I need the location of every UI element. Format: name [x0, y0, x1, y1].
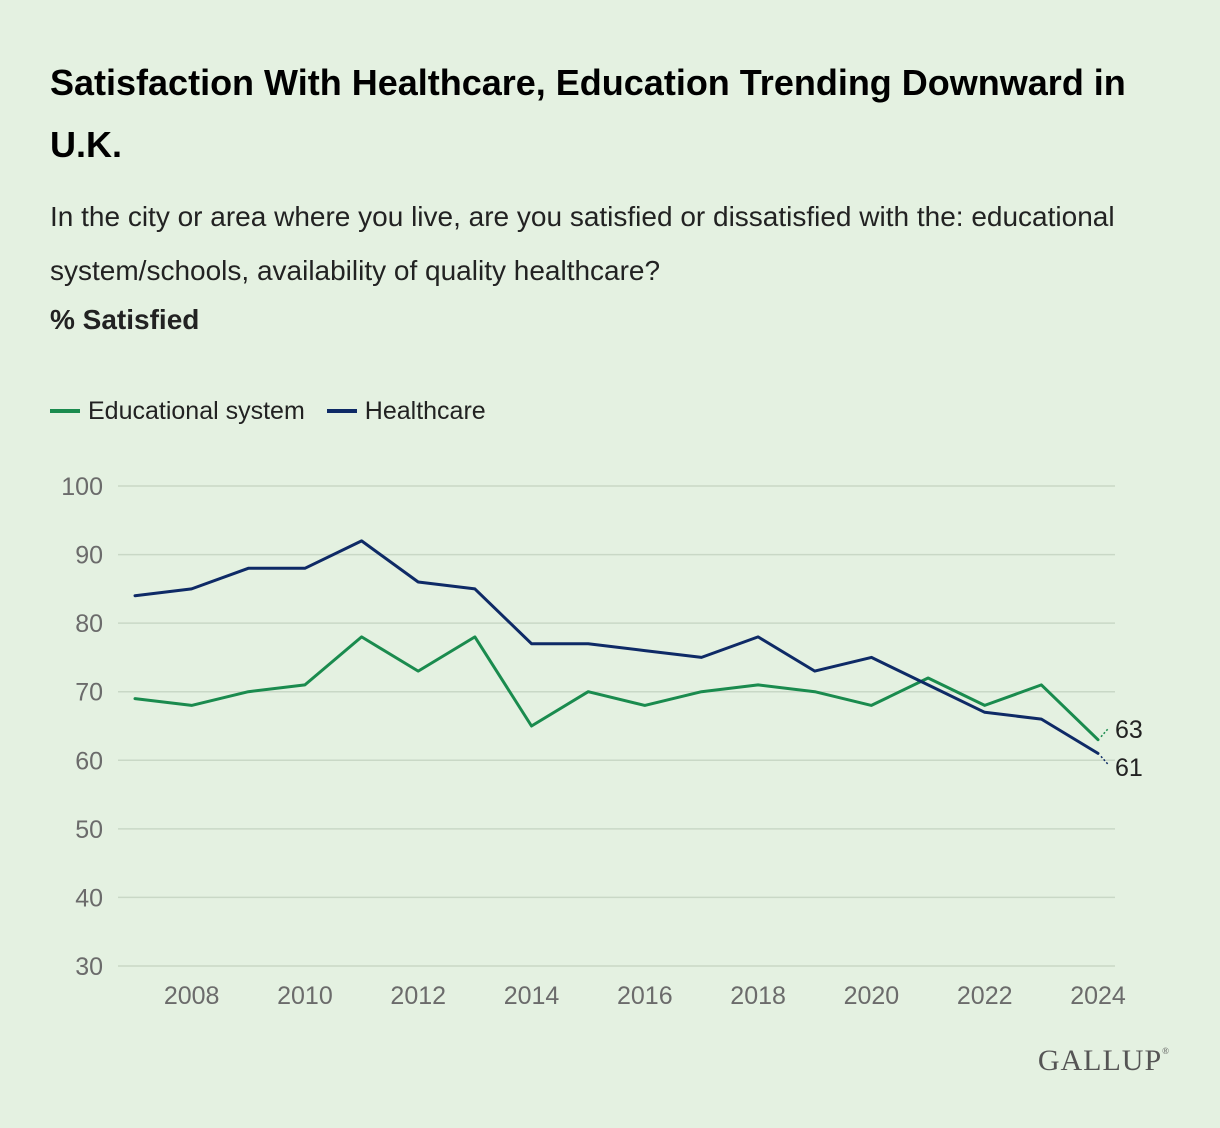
chart-legend: Educational system Healthcare	[50, 394, 508, 428]
legend-item-healthcare: Healthcare	[326, 396, 486, 426]
gallup-logo: GALLUP®	[1038, 1044, 1170, 1078]
series-line-healthcare	[133, 539, 1100, 755]
x-tick-label: 2024	[1070, 982, 1126, 1010]
registered-mark: ®	[1162, 1046, 1170, 1056]
end-label-educational: 63	[1115, 716, 1143, 744]
x-tick-label: 2018	[730, 982, 786, 1010]
y-tick-label: 60	[75, 747, 103, 775]
y-tick-label: 90	[75, 542, 103, 570]
unit-label: % Satisfied	[50, 304, 200, 335]
x-tick-label: 2010	[277, 982, 333, 1010]
end-label-leader-educational	[1100, 727, 1110, 738]
legend-item-educational: Educational system	[50, 397, 305, 426]
legend-label-educational: Educational system	[88, 396, 305, 425]
end-label-healthcare: 61	[1115, 754, 1143, 782]
x-tick-label: 2020	[844, 982, 900, 1010]
y-tick-label: 50	[75, 816, 103, 844]
x-tick-label: 2008	[164, 982, 220, 1010]
y-tick-label: 40	[75, 884, 103, 912]
legend-swatch-educational	[50, 409, 80, 413]
y-tick-label: 80	[75, 610, 103, 638]
x-tick-label: 2016	[617, 982, 673, 1010]
series-line-educational	[133, 635, 1100, 742]
y-tick-label: 30	[75, 953, 103, 981]
y-tick-label: 70	[75, 679, 103, 707]
legend-label-healthcare: Healthcare	[364, 396, 486, 425]
gallup-logo-text: GALLUP	[1037, 1044, 1163, 1077]
x-tick-label: 2014	[504, 982, 560, 1010]
chart-title: Satisfaction With Healthcare, Education …	[50, 62, 1126, 165]
y-tick-label: 100	[61, 473, 103, 501]
x-tick-label: 2022	[957, 982, 1013, 1010]
legend-swatch-healthcare	[326, 409, 357, 413]
x-tick-label: 2012	[390, 982, 446, 1010]
chart-subtitle: In the city or area where you live, are …	[50, 201, 1115, 286]
